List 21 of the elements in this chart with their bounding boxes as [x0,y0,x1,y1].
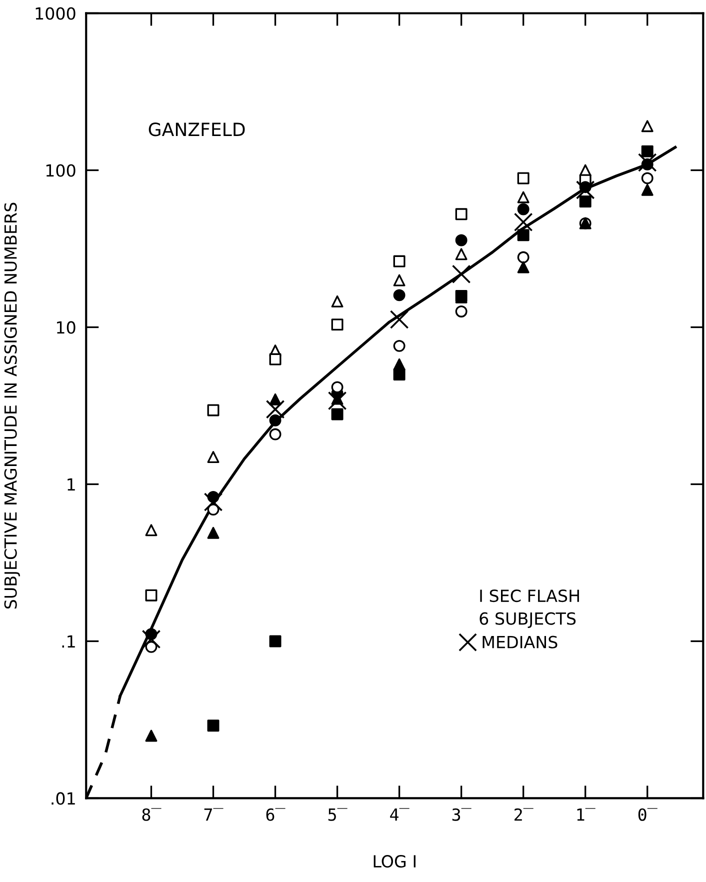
x-tick-label: 0̅ [638,808,658,821]
y-tick-label: 1000 [36,7,76,20]
x-tick-label: 5̅ [328,808,348,821]
x-tick-label: 3̅ [452,808,472,821]
annotation: I SEC FLASH [480,589,579,602]
y-axis-title: SUBJECTIVE MAGNITUDE IN ASSIGNED NUMBERS [4,202,20,609]
y-tick-label: 100 [46,164,76,177]
y-tick-label: .1 [62,635,75,648]
y-tick-label: .01 [52,792,75,805]
x-tick-label: 4̅ [390,808,410,821]
y-tick-label: 1 [68,478,75,491]
annotation: 6 SUBJECTS [480,612,576,628]
x-tick-label: 8̅ [142,808,162,821]
annotation: GANZFELD [148,122,245,136]
x-tick-label: 7̅ [204,808,224,821]
y-tick-label: 10 [57,321,76,334]
legend-label: MEDIANS [482,636,558,648]
x-tick-label: 1̅ [577,808,596,821]
x-tick-label: 6̅ [266,808,286,821]
x-axis-title: LOG I [374,855,416,868]
x-tick-label: 2̅ [514,808,534,821]
